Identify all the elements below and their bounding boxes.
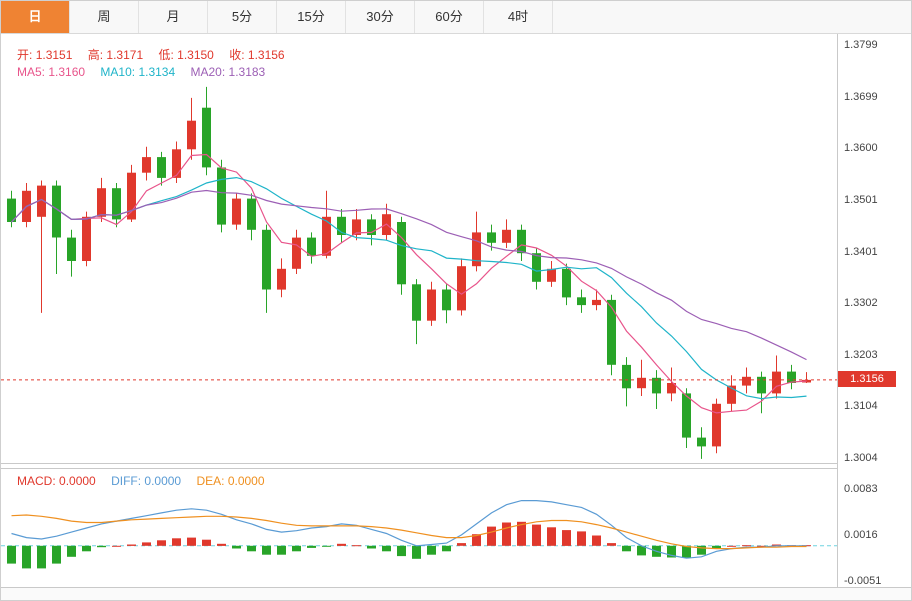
open-value: 1.3151 (35, 48, 73, 62)
macd-axis-label: 0.0083 (844, 483, 878, 495)
price-axis-label: 1.3600 (844, 142, 878, 154)
macd-legend: MACD: 0.0000 DIFF: 0.0000 DEA: 0.0000 (17, 474, 277, 488)
diff-value: 0.0000 (144, 474, 182, 488)
tab-month[interactable]: 月 (139, 1, 208, 33)
price-axis-label: 1.3699 (844, 91, 878, 103)
macd-canvas[interactable] (1, 469, 837, 587)
diff-label: DIFF: (111, 474, 142, 488)
ma20-value: 1.3183 (228, 65, 266, 79)
open-label: 开: (17, 48, 33, 62)
current-price-badge: 1.3156 (838, 371, 896, 387)
price-axis-label: 1.3104 (844, 400, 878, 412)
price-axis-label: 1.3799 (844, 39, 878, 51)
high-value: 1.3171 (106, 48, 144, 62)
price-axis: 1.3799 1.3699 1.3600 1.3501 1.3401 1.330… (837, 34, 911, 587)
ma5-label: MA5: (17, 65, 46, 79)
low-value: 1.3150 (177, 48, 214, 62)
high-label: 高: (87, 48, 104, 62)
dea-value: 0.0000 (227, 474, 265, 488)
tab-30min[interactable]: 30分 (346, 1, 415, 33)
candlestick-chart[interactable]: 开: 1.3151 高: 1.3171 低: 1.3150 收: 1.3156 … (1, 34, 837, 463)
close-value: 1.3156 (247, 48, 285, 62)
price-axis-label: 1.3004 (844, 452, 878, 464)
macd-label: MACD: (17, 474, 56, 488)
tab-15min[interactable]: 15分 (277, 1, 346, 33)
tab-day[interactable]: 日 (1, 1, 70, 33)
price-axis-label: 1.3203 (844, 349, 878, 361)
ohlc-legend: 开: 1.3151 高: 1.3171 低: 1.3150 收: 1.3156 (17, 46, 297, 63)
macd-axis-label: 0.0016 (844, 529, 878, 541)
timeframe-toolbar: 日 周 月 5分 15分 30分 60分 4时 (1, 1, 911, 34)
bottom-scrollbar-area (1, 587, 911, 600)
candles-canvas[interactable] (1, 35, 837, 462)
low-label: 低: (158, 48, 174, 62)
panel-divider (1, 463, 837, 469)
ma10-label: MA10: (100, 65, 136, 79)
price-axis-label: 1.3501 (844, 194, 878, 206)
macd-chart[interactable]: MACD: 0.0000 DIFF: 0.0000 DEA: 0.0000 (1, 469, 837, 587)
ma20-label: MA20: (190, 65, 226, 79)
price-axis-label: 1.3401 (844, 246, 878, 258)
close-label: 收: (229, 48, 245, 62)
tab-5min[interactable]: 5分 (208, 1, 277, 33)
tab-4hour[interactable]: 4时 (484, 1, 553, 33)
macd-value: 0.0000 (59, 474, 96, 488)
ma-legend: MA5: 1.3160 MA10: 1.3134 MA20: 1.3183 (17, 65, 277, 79)
ma10-value: 1.3134 (138, 65, 176, 79)
tab-week[interactable]: 周 (70, 1, 139, 33)
ma5-value: 1.3160 (48, 65, 86, 79)
tab-60min[interactable]: 60分 (415, 1, 484, 33)
macd-axis-label: -0.0051 (844, 575, 882, 587)
price-axis-label: 1.3302 (844, 297, 878, 309)
dea-label: DEA: (196, 474, 225, 488)
